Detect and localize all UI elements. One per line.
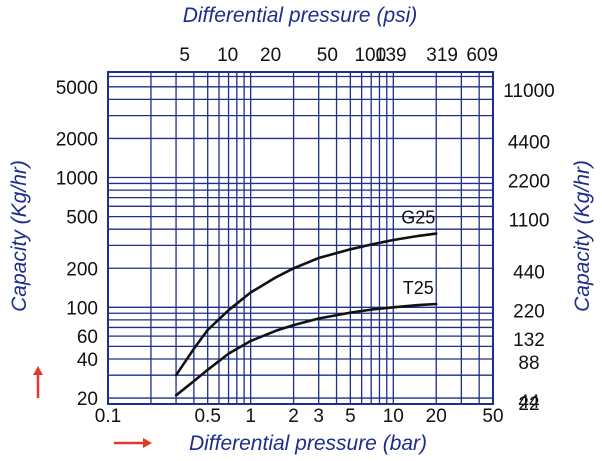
top-axis-title: Differential pressure (psi) bbox=[183, 4, 418, 27]
left-tick-label: 100 bbox=[66, 298, 98, 319]
right-axis-title: Capacity (Kg/hr) bbox=[571, 160, 594, 312]
series-g25-label: G25 bbox=[401, 208, 435, 228]
left-tick-label: 20 bbox=[77, 389, 98, 410]
right-tick-label: 132 bbox=[513, 330, 545, 351]
right-tick-label: 11000 bbox=[503, 81, 554, 102]
bottom-tick-label: 3 bbox=[313, 406, 324, 427]
series-g25-line bbox=[174, 232, 438, 377]
right-tick-label: 4400 bbox=[508, 132, 550, 153]
top-tick-label: 20 bbox=[260, 45, 281, 66]
top-tick-label: 139 bbox=[375, 45, 407, 66]
bottom-tick-label: 5 bbox=[345, 406, 356, 427]
bottom-tick-label: 0.1 bbox=[95, 406, 121, 427]
series-t25-label: T25 bbox=[403, 278, 434, 298]
top-tick-label: 50 bbox=[317, 45, 338, 66]
right-tick-label: 220 bbox=[513, 301, 545, 322]
bottom-tick-label: 10 bbox=[383, 406, 404, 427]
bottom-tick-label: 1 bbox=[245, 406, 256, 427]
right-tick-label: 1100 bbox=[509, 211, 550, 232]
top-tick-label: 10 bbox=[217, 45, 238, 66]
series-t25-line bbox=[174, 302, 438, 397]
left-axis-title: Capacity (Kg/hr) bbox=[8, 160, 31, 312]
right-tick-label: 22 bbox=[518, 394, 539, 415]
top-tick-label: 100 bbox=[354, 45, 386, 66]
curves: G25 T25 bbox=[174, 208, 438, 397]
bottom-tick-label: 2 bbox=[288, 406, 299, 427]
right-tick-label: 88 bbox=[518, 353, 539, 374]
bottom-tick-label: 0.5 bbox=[194, 406, 220, 427]
left-tick-label: 500 bbox=[66, 208, 98, 229]
right-tick-label: 2200 bbox=[508, 172, 550, 193]
top-tick-label: 319 bbox=[426, 45, 458, 66]
left-tick-label: 1000 bbox=[56, 169, 98, 190]
left-tick-label: 60 bbox=[77, 327, 98, 348]
bottom-tick-label: 20 bbox=[426, 406, 447, 427]
left-tick-label: 2000 bbox=[56, 129, 98, 150]
left-tick-label: 40 bbox=[77, 350, 98, 371]
right-tick-label: 440 bbox=[513, 262, 545, 283]
up-arrow-icon bbox=[33, 366, 43, 398]
left-tick-label: 5000 bbox=[56, 78, 98, 99]
left-tick-label: 200 bbox=[66, 259, 98, 280]
right-tick-label: 44 bbox=[518, 392, 540, 413]
top-tick-label: 5 bbox=[179, 45, 190, 66]
top-tick-label: 609 bbox=[466, 45, 498, 66]
bottom-tick-label: 50 bbox=[482, 406, 503, 427]
right-arrow-icon bbox=[114, 438, 152, 448]
bottom-axis-title: Differential pressure (bar) bbox=[189, 432, 427, 455]
grid bbox=[107, 71, 494, 405]
plot-frame bbox=[107, 71, 494, 405]
